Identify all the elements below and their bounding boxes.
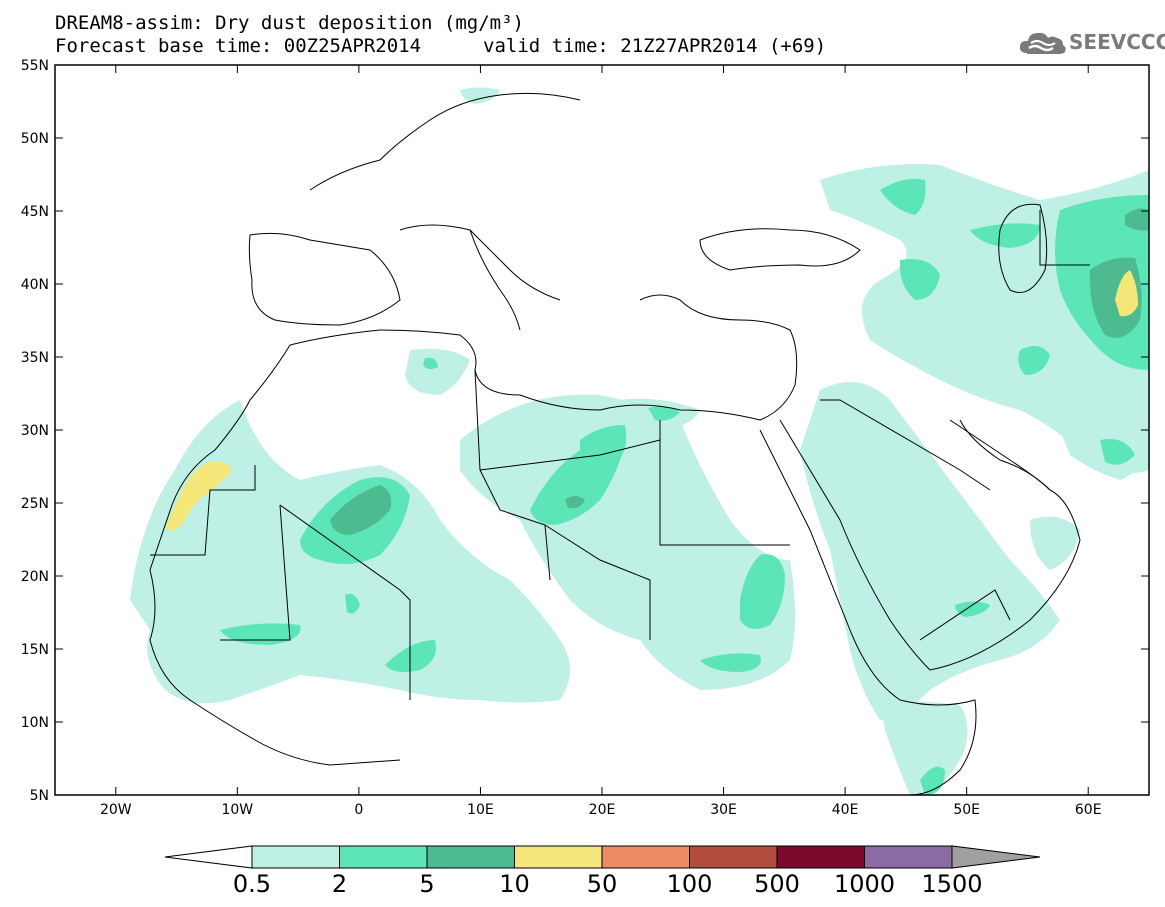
colorbar: 0.5 2 5 10 50 100 500 1000 1500 bbox=[164, 845, 1041, 898]
colorbar-level-label: 100 bbox=[667, 870, 713, 898]
lat-tick-label: 10N bbox=[21, 715, 49, 731]
coastlines bbox=[149, 92, 1090, 795]
colorbar-level-label: 0.5 bbox=[233, 870, 271, 898]
dust-field bbox=[130, 87, 1149, 795]
lon-tick-label: 40E bbox=[832, 802, 859, 818]
lat-tick-label: 25N bbox=[21, 496, 49, 512]
lat-tick-label: 15N bbox=[21, 642, 49, 658]
logo-text: SEEVCCC bbox=[1069, 30, 1165, 54]
lat-tick-label: 35N bbox=[21, 350, 49, 366]
lon-tick-label: 20E bbox=[589, 802, 616, 818]
lon-tick-label: 10E bbox=[467, 802, 494, 818]
lon-tick-label: 0 bbox=[354, 802, 363, 818]
lat-tick-label: 20N bbox=[21, 569, 49, 585]
colorbar-swatch bbox=[776, 845, 865, 869]
colorbar-level-label: 50 bbox=[587, 870, 618, 898]
lat-tick-label: 30N bbox=[21, 423, 49, 439]
lon-tick-label: 50E bbox=[953, 802, 980, 818]
lon-tick-label: 10W bbox=[221, 802, 253, 818]
lon-tick-label: 60E bbox=[1075, 802, 1102, 818]
lat-tick-label: 50N bbox=[21, 131, 49, 147]
lat-tick-label: 45N bbox=[21, 204, 49, 220]
colorbar-swatch bbox=[514, 845, 603, 869]
colorbar-level-label: 10 bbox=[499, 870, 530, 898]
map-title: DREAM8-assim: Dry dust deposition (mg/m³… bbox=[55, 12, 524, 34]
colorbar-swatch bbox=[426, 845, 515, 869]
forecast-base-time: Forecast base time: 00Z25APR2014 bbox=[55, 35, 422, 57]
colorbar-level-label: 5 bbox=[419, 870, 434, 898]
seevccc-logo: SEEVCCC bbox=[1017, 25, 1165, 61]
lat-tick-label: 5N bbox=[30, 788, 49, 804]
lat-tick-label: 40N bbox=[21, 277, 49, 293]
lon-tick-label: 20W bbox=[100, 802, 132, 818]
colorbar-swatch bbox=[689, 845, 778, 869]
colorbar-level-label: 1000 bbox=[834, 870, 895, 898]
colorbar-under-arrow bbox=[164, 845, 253, 869]
valid-time: valid time: 21Z27APR2014 (+69) bbox=[483, 35, 827, 57]
colorbar-swatch bbox=[251, 845, 340, 869]
axis-ticks: 20W 10W 0 10E 20E 30E 40E 50E 60E 55N 50N 45N 40N 35N… bbox=[21, 58, 1149, 818]
cloud-logo-icon bbox=[1019, 32, 1066, 54]
colorbar-swatch bbox=[339, 845, 428, 869]
colorbar-level-label: 500 bbox=[754, 870, 800, 898]
colorbar-swatch bbox=[864, 845, 953, 869]
colorbar-level-label: 2 bbox=[332, 870, 347, 898]
lat-tick-label: 55N bbox=[21, 58, 49, 74]
colorbar-level-label: 1500 bbox=[921, 870, 982, 898]
lon-tick-label: 30E bbox=[710, 802, 737, 818]
colorbar-swatch bbox=[601, 845, 690, 869]
colorbar-over-arrow bbox=[951, 845, 1041, 869]
